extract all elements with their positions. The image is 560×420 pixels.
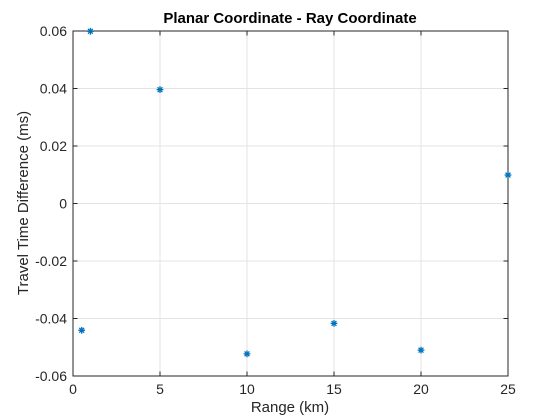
x-tick-label: 15 xyxy=(326,381,342,397)
x-tick-label: 5 xyxy=(156,381,164,397)
data-point xyxy=(78,326,86,334)
data-point xyxy=(330,319,338,327)
x-tick-label: 20 xyxy=(413,381,429,397)
x-tick-label: 0 xyxy=(69,381,77,397)
data-point xyxy=(243,350,251,358)
y-tick-label: 0 xyxy=(59,196,67,212)
y-axis-label: Travel Time Difference (ms) xyxy=(15,111,32,295)
y-tick-label: 0.06 xyxy=(40,23,67,39)
x-tick-labels: 0 5 10 15 20 25 xyxy=(69,381,516,397)
chart-title: Planar Coordinate - Ray Coordinate xyxy=(163,10,416,27)
y-tick-label: -0.04 xyxy=(35,311,67,327)
y-tick-label: 0.04 xyxy=(40,81,67,97)
data-point xyxy=(87,27,94,35)
data-point xyxy=(156,86,164,94)
x-axis-label: Range (km) xyxy=(251,399,329,416)
x-tick-label: 25 xyxy=(500,381,516,397)
data-point xyxy=(417,346,425,354)
y-tick-labels: -0.06 -0.04 -0.02 0 0.02 0.04 0.06 xyxy=(35,23,67,384)
data-point xyxy=(504,171,512,179)
data-points xyxy=(78,27,512,358)
y-tick-label: 0.02 xyxy=(40,138,67,154)
x-tick-label: 10 xyxy=(239,381,255,397)
ticks xyxy=(72,30,509,377)
grid xyxy=(72,30,509,377)
y-tick-label: -0.06 xyxy=(35,368,67,384)
y-tick-label: -0.02 xyxy=(35,253,67,269)
